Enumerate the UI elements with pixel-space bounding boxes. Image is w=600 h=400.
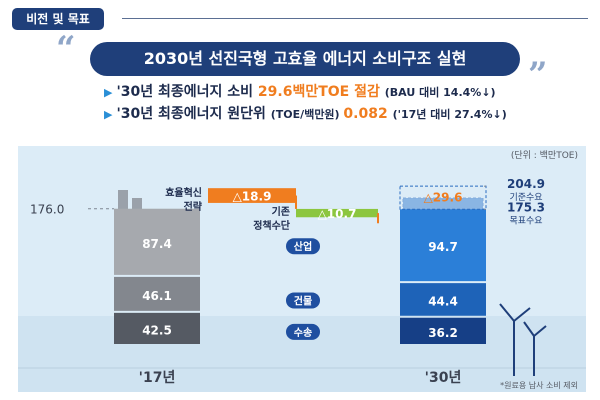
data-label-건물-1: 44.4 xyxy=(428,294,458,308)
series-name-2: 수송 xyxy=(294,327,312,339)
target-value: 175.3 xyxy=(507,200,545,214)
goal-2-note: ('17년 대비 27.4%↓) xyxy=(392,108,507,121)
goal-1-note: (BAU 대비 14.4%↓) xyxy=(384,86,496,99)
total-reduction-label: △29.6 xyxy=(424,191,463,205)
bar-건물-1 xyxy=(400,283,486,316)
goal-1-highlight: 29.6백만TOE 절감 xyxy=(257,84,380,100)
goal-2-unit: (TOE/백만원) xyxy=(270,108,344,121)
bar-산업-1 xyxy=(400,209,486,282)
vision-banner: 2030년 선진국형 고효율 에너지 소비구조 실현 xyxy=(90,42,520,76)
bar-산업-0 xyxy=(114,208,200,275)
series-pill-1 xyxy=(286,292,320,309)
data-label-산업-1: 94.7 xyxy=(428,240,458,254)
data-label-건물-0: 46.1 xyxy=(142,289,172,303)
header-divider xyxy=(122,18,588,19)
data-label-산업-0: 87.4 xyxy=(142,237,172,251)
goal-2-highlight: 0.082 xyxy=(343,106,388,122)
section-tag: 비전 및 목표 xyxy=(12,8,104,30)
bullet-triangle-icon: ▶ xyxy=(104,86,113,99)
footnote: *원료용 납사 소비 제외 xyxy=(500,380,578,390)
goal-line-1: ▶ '30년 최종에너지 소비 29.6백만TOE 절감 (BAU 대비 14.4… xyxy=(104,82,496,102)
goal-2-lead: '30년 최종에너지 원단위 xyxy=(116,106,271,122)
wind-turbine-icon xyxy=(499,303,547,376)
series-pill-0 xyxy=(286,238,320,255)
category-label-0: '17년 xyxy=(139,370,176,386)
goal-1-lead: '30년 최종에너지 소비 xyxy=(116,84,258,100)
category-label-1: '30년 xyxy=(425,370,462,386)
bar-수송-0 xyxy=(114,312,200,344)
open-quote-icon: “ xyxy=(56,29,76,69)
reduction-box-policy xyxy=(296,208,378,218)
goal-line-2: ▶ '30년 최종에너지 원단위 (TOE/백만원) 0.082 ('17년 대비… xyxy=(104,104,507,124)
bar-건물-0 xyxy=(114,276,200,311)
reduction-value-efficiency: △18.9 xyxy=(233,190,272,204)
data-label-수송-1: 36.2 xyxy=(428,326,458,340)
reduction-label-policy-0: 기존 xyxy=(272,205,290,218)
reduction-label-policy-1: 정책수단 xyxy=(253,219,291,232)
bau-label: 기준수요 xyxy=(509,192,542,203)
bullet-triangle-icon: ▶ xyxy=(104,108,113,121)
series-name-0: 산업 xyxy=(294,240,312,253)
reduction-value-policy: △10.7 xyxy=(318,207,357,221)
reduction-box-efficiency xyxy=(208,188,296,203)
bau-box xyxy=(399,185,487,210)
bau-value: 204.9 xyxy=(507,177,545,191)
series-name-1: 건물 xyxy=(294,294,312,307)
unit-note: (단위 : 백만TOE) xyxy=(511,150,578,161)
target-label: 목표수요 xyxy=(509,215,542,226)
data-label-수송-0: 42.5 xyxy=(142,323,172,337)
reduction-label-efficiency-0: 효율혁신 xyxy=(165,186,202,199)
close-quote-icon: ” xyxy=(528,55,548,95)
reduction-label-efficiency-1: 전략 xyxy=(184,200,203,213)
bar-수송-1 xyxy=(400,317,486,344)
total-17-label: 176.0 xyxy=(30,203,64,217)
series-pill-2 xyxy=(286,323,320,340)
